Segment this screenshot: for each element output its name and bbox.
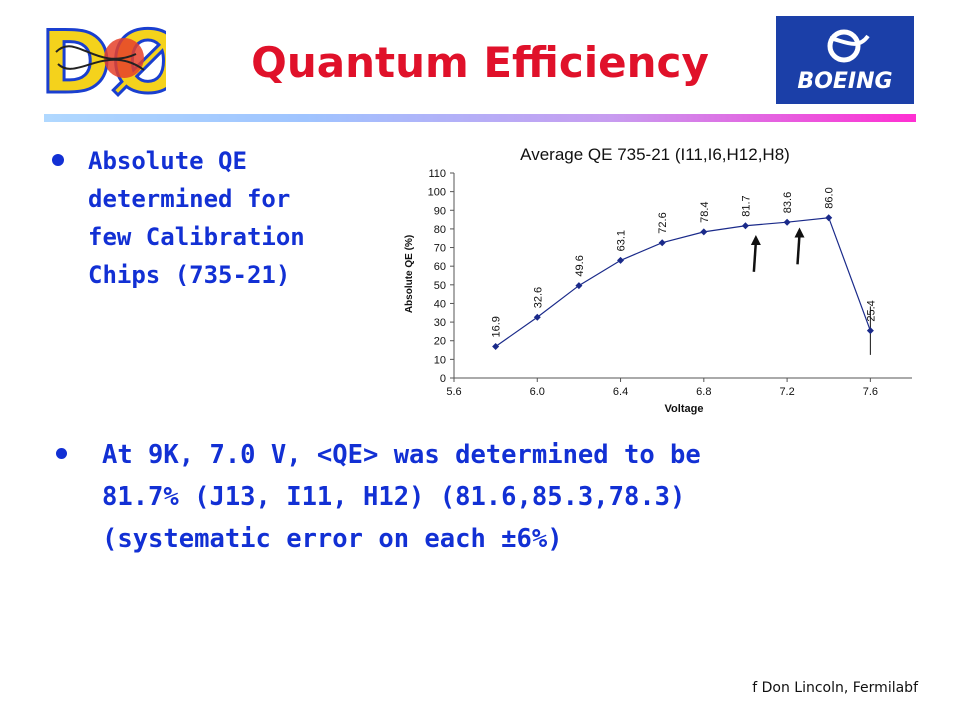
data-label: 25.4 bbox=[865, 300, 877, 321]
data-label: 78.4 bbox=[699, 201, 711, 222]
series-line bbox=[495, 217, 871, 347]
data-label: 81.7 bbox=[740, 195, 752, 216]
data-point bbox=[783, 218, 791, 226]
d0-logo: DØ bbox=[39, 12, 167, 104]
footer-credit: f Don Lincoln, Fermilabf bbox=[752, 680, 918, 696]
y-axis-label: Absolute QE (%) bbox=[404, 235, 415, 313]
data-label: 86.0 bbox=[824, 187, 836, 208]
data-label: 83.6 bbox=[782, 192, 794, 213]
page-title: Quantum Efficiency bbox=[251, 38, 709, 87]
y-tick-label: 0 bbox=[440, 373, 446, 385]
y-tick-label: 20 bbox=[434, 336, 446, 348]
boeing-symbol-icon bbox=[827, 29, 861, 63]
boeing-logo-text: BOEING bbox=[797, 69, 892, 94]
data-point bbox=[866, 327, 874, 335]
x-axis-label: Voltage bbox=[665, 403, 704, 415]
y-tick-label: 110 bbox=[428, 168, 446, 180]
data-label: 49.6 bbox=[574, 255, 586, 276]
x-tick-label: 6.0 bbox=[530, 386, 545, 398]
bullet-absolute-qe-text: Absolute QE determined for few Calibrati… bbox=[88, 147, 305, 289]
y-tick-label: 40 bbox=[434, 298, 446, 310]
arrowhead-icon bbox=[794, 227, 805, 238]
data-point bbox=[741, 222, 749, 230]
bullet-dot-icon bbox=[52, 154, 64, 166]
y-tick-label: 70 bbox=[434, 243, 446, 255]
x-tick-label: 5.6 bbox=[446, 386, 461, 398]
y-tick-label: 90 bbox=[434, 205, 446, 217]
y-tick-label: 30 bbox=[434, 317, 446, 329]
data-label: 32.6 bbox=[532, 287, 544, 308]
title-divider bbox=[44, 114, 916, 122]
y-tick-label: 50 bbox=[434, 280, 446, 292]
chart-title: Average QE 735-21 (I11,I6,H12,H8) bbox=[520, 145, 790, 164]
x-tick-label: 7.6 bbox=[863, 386, 878, 398]
data-point bbox=[617, 256, 625, 264]
data-label: 72.6 bbox=[657, 212, 669, 233]
arrow-annotation bbox=[752, 241, 758, 272]
y-tick-label: 80 bbox=[434, 224, 446, 236]
data-point bbox=[700, 228, 708, 236]
boeing-logo: BOEING bbox=[776, 16, 914, 104]
data-point bbox=[825, 214, 833, 222]
x-tick-label: 6.8 bbox=[696, 386, 711, 398]
qe-chart: Average QE 735-21 (I11,I6,H12,H8) 0 10 20 3… bbox=[404, 145, 912, 415]
bullet-dot-icon bbox=[56, 448, 67, 459]
x-tick-label: 6.4 bbox=[613, 386, 628, 398]
y-tick-label: 10 bbox=[434, 354, 446, 366]
data-label: 16.9 bbox=[491, 316, 503, 337]
arrow-annotation bbox=[796, 234, 801, 265]
arrowhead-icon bbox=[750, 234, 761, 245]
bullet-9k-result-text: At 9K, 7.0 V, <QE> was determined to be … bbox=[102, 440, 701, 554]
y-tick-label: 100 bbox=[428, 187, 446, 199]
data-point bbox=[658, 239, 666, 247]
x-tick-label: 7.2 bbox=[779, 386, 794, 398]
data-label: 63.1 bbox=[616, 230, 628, 251]
data-point bbox=[533, 313, 541, 321]
data-point bbox=[575, 282, 583, 290]
data-point bbox=[492, 343, 500, 351]
y-tick-label: 60 bbox=[434, 261, 446, 273]
